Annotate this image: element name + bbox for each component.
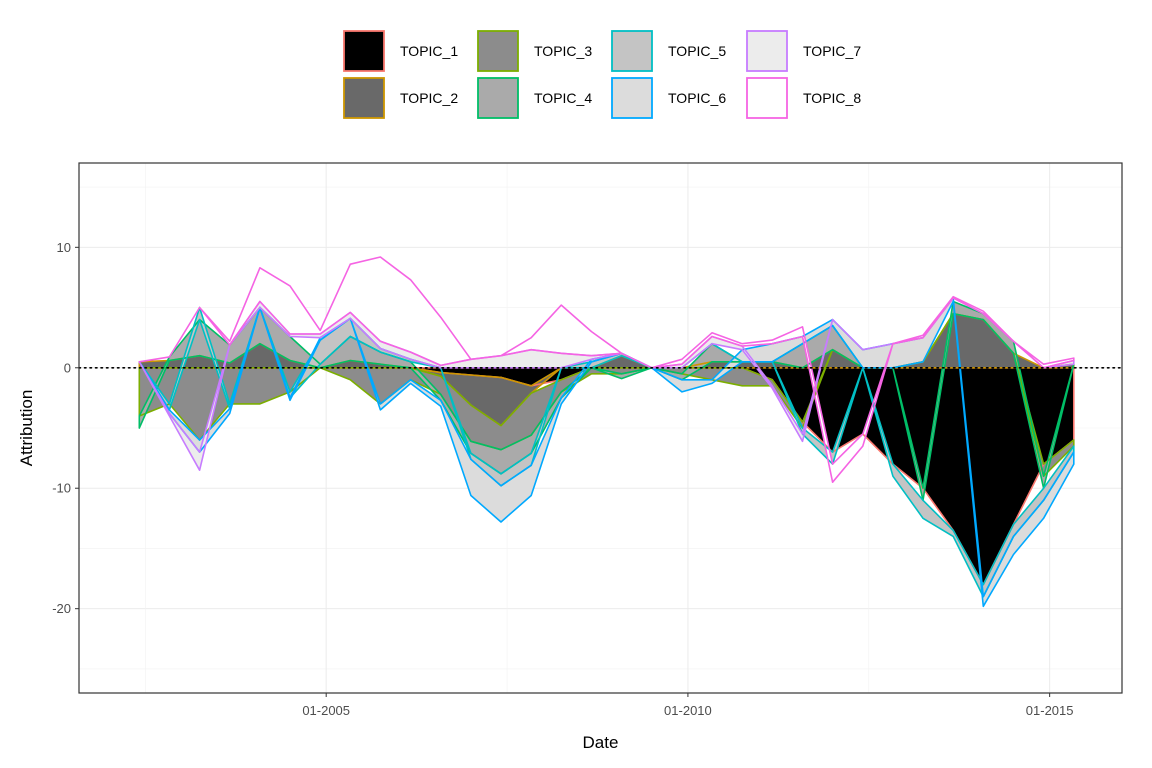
legend-label: TOPIC_2 [400,90,458,106]
legend-label: TOPIC_8 [803,90,861,106]
plot-area [78,162,1123,694]
y-axis-title: Attribution [17,390,36,467]
legend-key [611,77,653,119]
x-tick-label: 01-2010 [664,703,712,718]
y-tick-label: 10 [57,240,71,255]
legend-item-topic-4: TOPIC_4 [477,77,592,119]
y-tick-label: 0 [64,360,71,375]
outline-topic-5 [138,306,1075,598]
legend-key [477,77,519,119]
legend-label: TOPIC_5 [668,43,726,59]
axes: -20 -10 0 10 01-2005 01-2010 01-2015 [52,240,1073,718]
plot-panel-border [78,162,1123,694]
legend-item-topic-8: TOPIC_8 [746,77,861,119]
legend: TOPIC_1 TOPIC_2 TOPIC_3 TOPIC_4 TOPIC_5 TOPIC… [343,30,861,119]
legend-label: TOPIC_3 [534,43,592,59]
x-axis-title: Date [583,733,619,752]
legend-key [343,30,385,72]
area-topic-4 [139,301,1074,501]
outline-topic-6 [138,297,1075,608]
x-tick-label: 01-2015 [1026,703,1074,718]
legend-key [477,30,519,72]
area-topic-1 [139,367,1074,585]
outline-topic-4 [138,300,1075,502]
legend-label: TOPIC_4 [534,90,592,106]
y-tick-label: -20 [52,601,71,616]
legend-label: TOPIC_6 [668,90,726,106]
x-tick-label: 01-2005 [302,703,350,718]
legend-key [343,77,385,119]
legend-item-topic-2: TOPIC_2 [343,77,458,119]
legend-label: TOPIC_1 [400,43,458,59]
legend-item-topic-7: TOPIC_7 [746,30,861,72]
area-topic-2 [139,313,1074,426]
legend-key [746,77,788,119]
legend-item-topic-5: TOPIC_5 [611,30,726,72]
outline-topic-8 [138,256,1075,483]
legend-item-topic-3: TOPIC_3 [477,30,592,72]
legend-item-topic-6: TOPIC_6 [611,77,726,119]
legend-key [746,30,788,72]
legend-key [611,30,653,72]
y-tick-label: -10 [52,481,71,496]
legend-label: TOPIC_7 [803,43,861,59]
legend-item-topic-1: TOPIC_1 [343,30,458,72]
series-outlines [138,256,1075,608]
area-topic-8 [139,257,1074,483]
